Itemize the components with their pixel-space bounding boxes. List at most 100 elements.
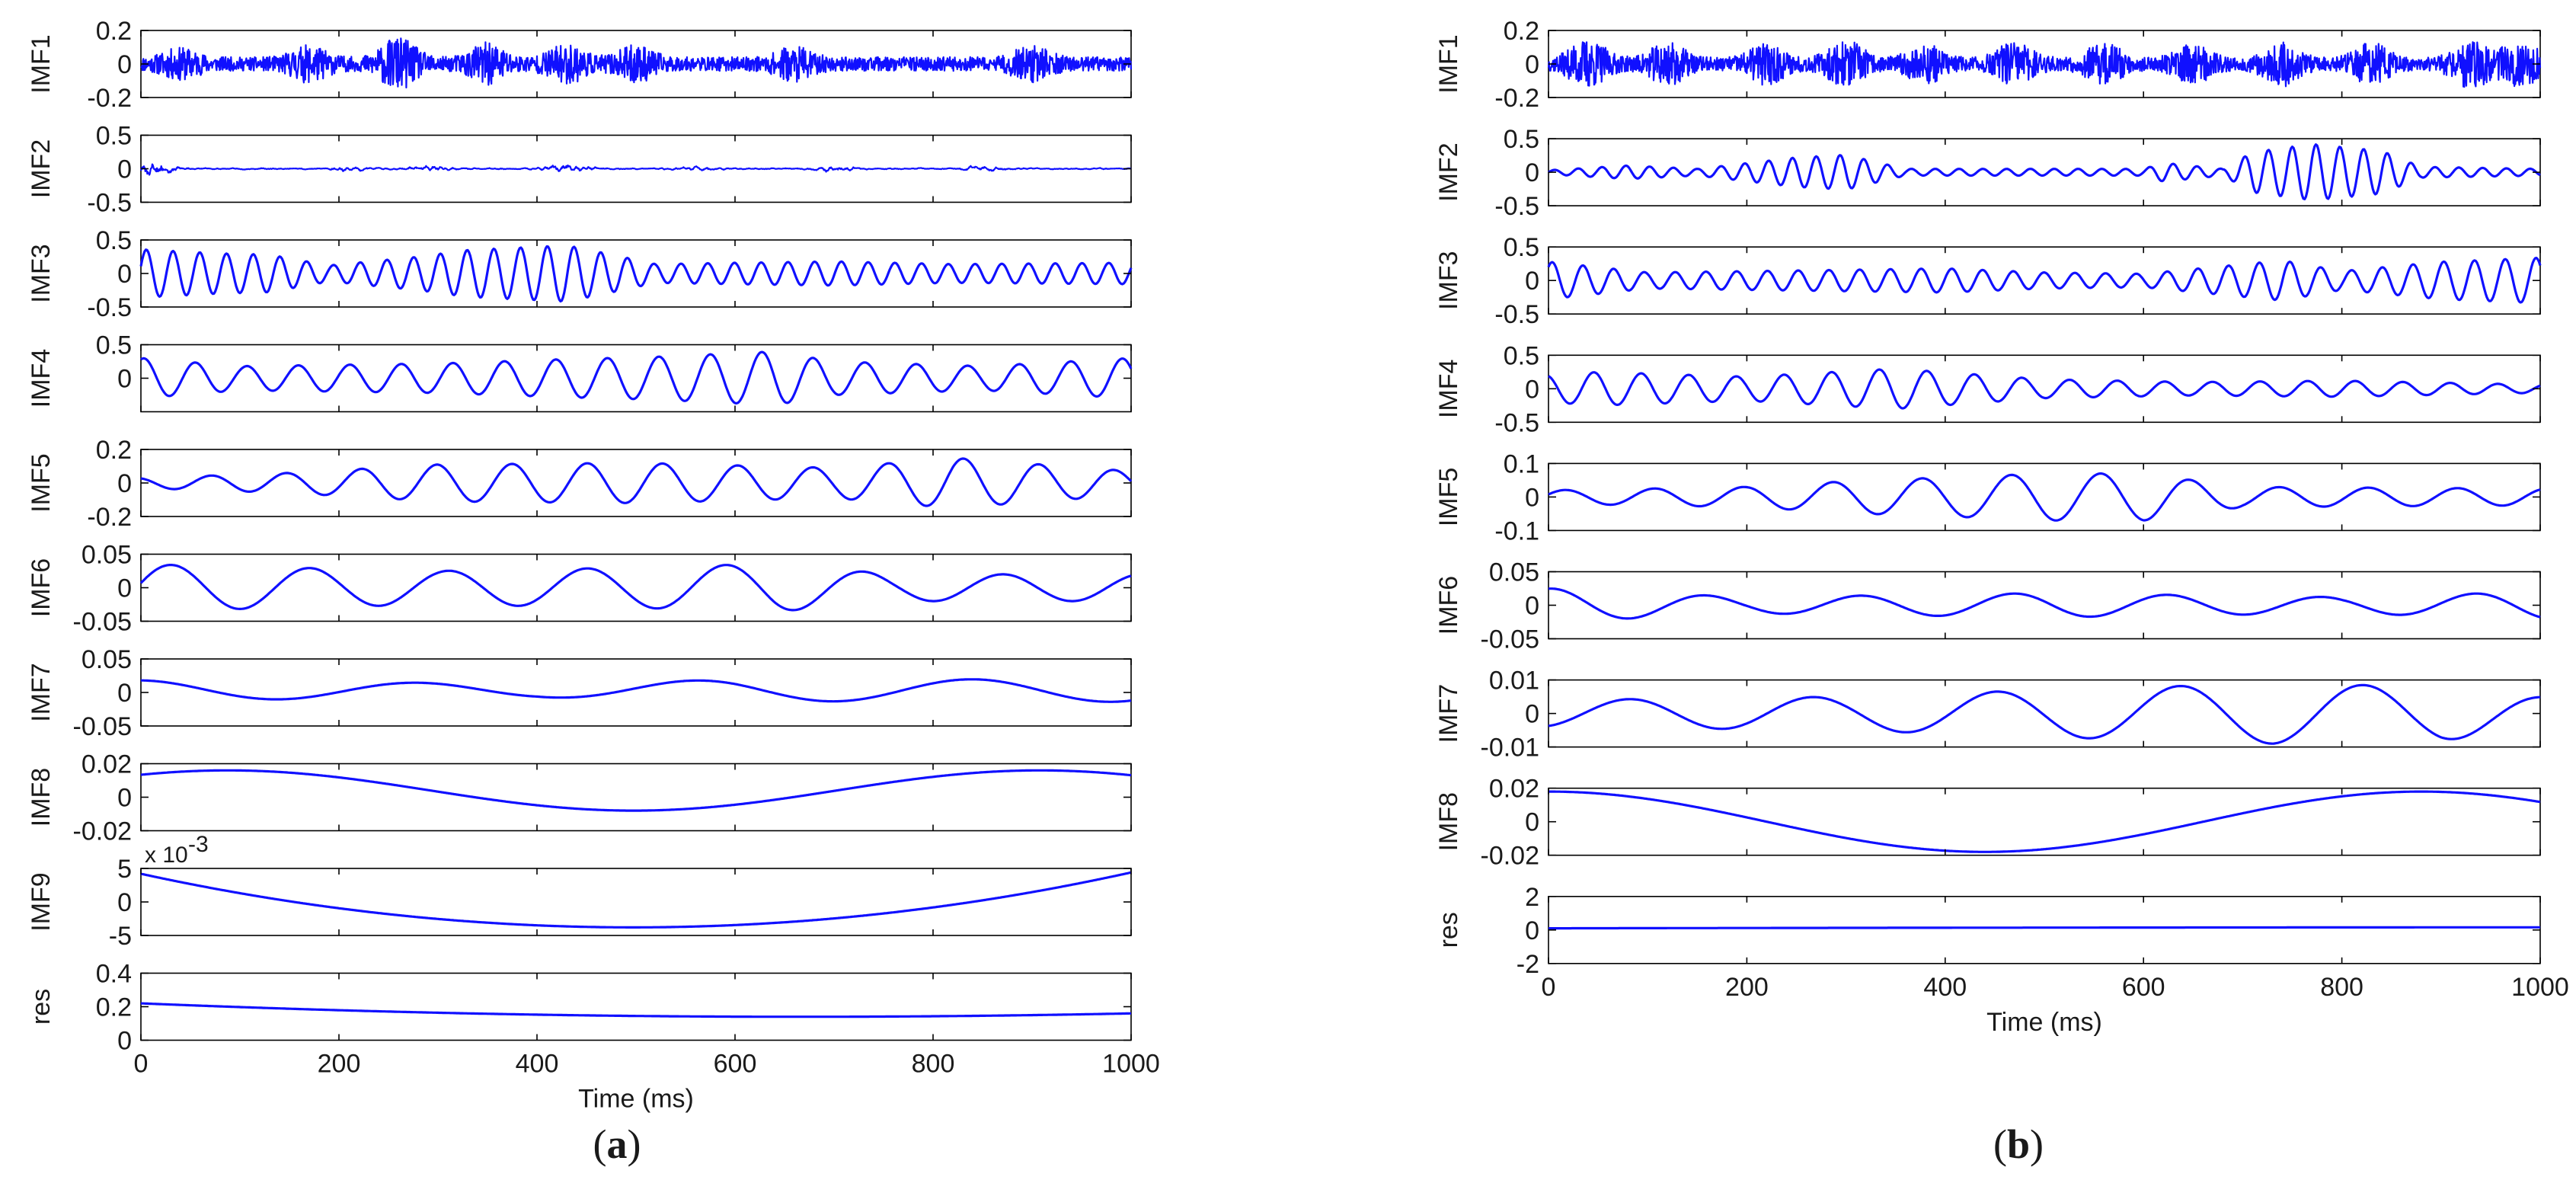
subplot-imf7: 0.05 0 -0.05 IMF7 [27,645,1132,741]
y-tick-label: 0 [1525,916,1539,945]
subplot-imf7: 0.01 0 -0.01 IMF7 [1434,667,2541,763]
series-line-imf1 [1547,41,2542,88]
series-line-imf7 [1548,683,2541,745]
series-line-imf2 [139,163,1132,176]
x-axis-label: Time (ms) [1986,1008,2102,1037]
y-tick-label: 0.2 [96,17,132,46]
axes-frame [140,553,1132,622]
y-tick-label: 0.5 [1504,233,1539,262]
series-line-imf8 [140,769,1132,812]
caption-letter: b [2007,1121,2030,1167]
y-tick-label: 0.5 [96,122,132,151]
axes-frame [1548,679,2541,748]
y-tick-label: 0 [117,155,132,184]
y-tick-label: -2 [1517,950,1539,979]
subplot-imf1: 0.2 0 -0.2 IMF1 [27,17,1133,113]
series-line-imf4 [1548,368,2541,410]
subplot-imf3: 0.5 0 -0.5 IMF3 [1434,233,2542,329]
y-axis-label: res [1434,912,1463,948]
y-tick-label: 0.2 [1504,17,1539,46]
series-line-imf9 [140,871,1132,929]
series-line-imf7 [141,678,1132,703]
y-tick-label: 0.05 [81,645,132,674]
y-tick-label: 0.5 [1504,341,1539,370]
y-tick-label: 0.5 [96,331,132,360]
y-tick-label: -0.5 [1494,408,1539,437]
y-tick-label: -0.5 [1494,300,1539,329]
y-tick-label: 0 [117,784,132,813]
y-tick-label: 0.2 [96,993,132,1022]
y-tick-label: -0.1 [1494,516,1539,545]
subplot-imf5: 0.2 0 -0.2 IMF5 [27,436,1133,532]
y-tick-label: 0 [1525,158,1539,187]
y-axis-label: IMF8 [1434,792,1463,851]
y-tick-label: -0.2 [87,503,132,532]
y-tick-label: 0.2 [96,436,132,465]
x-tick-label: 200 [318,1050,361,1079]
series-line-imf4 [140,350,1133,405]
subplot-imf1: 0.2 0 -0.2 IMF1 [1434,17,2542,113]
y-axis-label: IMF4 [27,349,56,408]
y-tick-label: -0.5 [87,189,132,218]
exponent-label: x 10 [145,843,188,868]
subplot-imf9: 5 0 -5 IMF9 x 10 -3 [27,832,1132,951]
y-tick-label: 0 [1525,375,1539,404]
y-tick-label: 0.5 [1504,125,1539,154]
y-tick-label: 0 [117,679,132,708]
y-tick-label: 0.02 [1489,775,1539,804]
subplot-imf8: 0.02 0 -0.02 IMF8 [1434,775,2541,871]
y-tick-label: 0 [1525,700,1539,729]
series-line-imf3 [139,245,1133,303]
y-tick-label: 0 [1525,267,1539,296]
y-axis-label: IMF5 [1434,468,1463,526]
y-tick-label: 0 [1525,483,1539,512]
y-tick-label: 0 [117,365,132,394]
y-axis-label: IMF9 [27,872,56,931]
y-axis-label: IMF2 [1434,142,1463,201]
exponent-power: -3 [188,832,209,857]
subplot-imf3: 0.5 0 -0.5 IMF3 [27,226,1133,322]
y-tick-label: 0 [117,574,132,603]
axes-frame [1548,138,2541,206]
y-axis-label: IMF5 [27,453,56,512]
y-tick-label: 0 [117,1027,132,1056]
x-tick-label: 0 [1542,973,1556,1002]
series-line-imf5 [1548,472,2541,522]
y-tick-label: 0.5 [96,226,132,255]
x-tick-label: 200 [1725,973,1769,1002]
y-tick-label: -5 [109,922,132,951]
y-tick-label: 0.05 [81,541,132,570]
y-tick-label: 0 [117,888,132,917]
series-line-imf6 [139,564,1132,612]
y-tick-label: 2 [1525,883,1539,912]
x-tick-label: 1000 [1102,1050,1160,1079]
axes-frame [140,239,1132,308]
y-tick-label: -0.5 [1494,192,1539,221]
series-line-imf1 [140,37,1133,89]
y-axis-label: IMF1 [27,34,56,93]
y-tick-label: 0.4 [96,960,132,989]
y-tick-label: 0.05 [1489,558,1539,587]
subplot-imf2: 0.5 0 -0.5 IMF2 [1434,125,2541,221]
x-tick-label: 400 [516,1050,559,1079]
panel-a: 0.20-0.2IMF10.50-0.5IMF20.50-0.5IMF30.50… [27,17,1160,1167]
y-tick-label: -0.5 [87,293,132,322]
axes-frame [140,972,1132,1041]
subplot-imf5: 0.1 0 -0.1 IMF5 [1434,449,2541,545]
x-tick-label: 0 [134,1050,149,1079]
y-axis-label: IMF4 [1434,360,1463,418]
y-tick-label: 5 [117,855,132,884]
series-line-imf2 [1548,143,2541,200]
axes-frame [1548,896,2541,964]
axes-frame [140,658,1132,727]
axes-frame [1548,462,2541,532]
series-line-res [140,1002,1131,1019]
caption-close-paren: ) [2030,1121,2044,1167]
panel-caption: (b) [1993,1121,2044,1167]
subplot-imf8: 0.02 0 -0.02 IMF8 [27,750,1132,846]
y-tick-label: -0.01 [1481,734,1540,763]
subplot-imf4: 0.5 0 IMF4 [27,331,1133,413]
y-tick-label: -0.05 [73,712,133,741]
series-line-res [1548,926,2540,930]
caption-open-paren: ( [593,1121,607,1167]
